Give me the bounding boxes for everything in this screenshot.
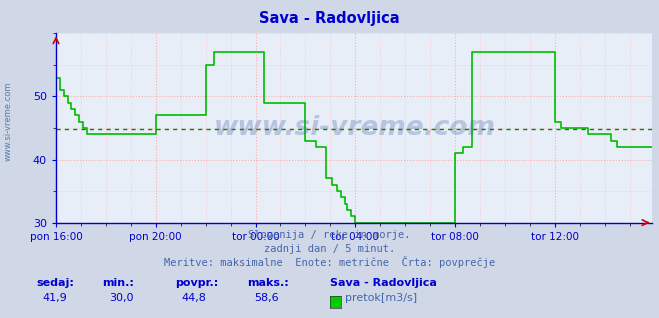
- Text: www.si-vreme.com: www.si-vreme.com: [214, 115, 495, 141]
- Text: sedaj:: sedaj:: [36, 278, 74, 288]
- Text: povpr.:: povpr.:: [175, 278, 218, 288]
- Text: Meritve: maksimalne  Enote: metrične  Črta: povprečje: Meritve: maksimalne Enote: metrične Črta…: [164, 256, 495, 268]
- Text: 44,8: 44,8: [181, 293, 206, 302]
- Text: www.si-vreme.com: www.si-vreme.com: [3, 81, 13, 161]
- Text: 30,0: 30,0: [109, 293, 133, 302]
- Text: Sava - Radovljica: Sava - Radovljica: [259, 11, 400, 26]
- Text: Sava - Radovljica: Sava - Radovljica: [330, 278, 436, 288]
- Text: 58,6: 58,6: [254, 293, 278, 302]
- Text: pretok[m3/s]: pretok[m3/s]: [345, 293, 417, 302]
- Text: 41,9: 41,9: [43, 293, 68, 302]
- Text: zadnji dan / 5 minut.: zadnji dan / 5 minut.: [264, 244, 395, 254]
- Text: maks.:: maks.:: [247, 278, 289, 288]
- Text: min.:: min.:: [102, 278, 134, 288]
- Text: Slovenija / reke in morje.: Slovenija / reke in morje.: [248, 230, 411, 240]
